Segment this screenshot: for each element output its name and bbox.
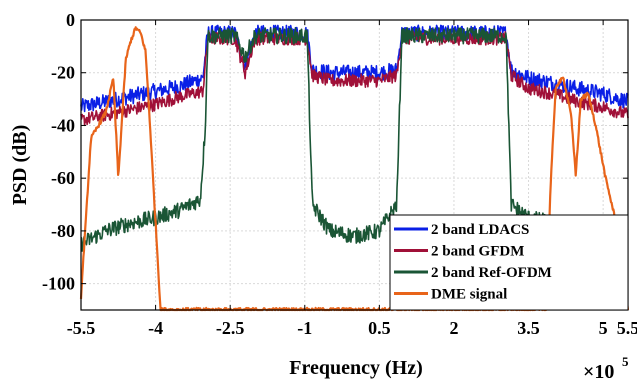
x-multiplier-exponent: 5 (622, 354, 629, 369)
series-line-2-band-ref-ofdm (80, 27, 629, 252)
x-multiplier-base: ×10 (583, 361, 614, 381)
x-tick-label: -1 (297, 318, 312, 338)
y-tick-label: -80 (51, 221, 75, 241)
series-line-2-band-gfdm (80, 31, 629, 127)
x-tick-label: 0.5 (368, 318, 391, 338)
y-tick-label: -20 (51, 63, 75, 83)
legend-entry-label: 2 band GFDM (431, 244, 524, 260)
x-tick-label: -2.5 (216, 318, 245, 338)
legend-box (389, 214, 629, 311)
legend: 2 band LDACS 2 band GFDM 2 band Ref-OFDM DM… (389, 214, 629, 311)
y-tick-label: 0 (66, 10, 75, 30)
legend-entry-label: DME signal (431, 287, 507, 303)
axes-box (80, 19, 629, 311)
x-tick-label: 5 (599, 318, 608, 338)
x-tick-label: 2 (449, 318, 458, 338)
y-tick-label: -40 (51, 115, 75, 135)
y-axis-label: PSD (dB) (9, 125, 31, 206)
y-tick-label: -100 (42, 274, 75, 294)
x-tick-label: 5.5 (617, 318, 637, 338)
legend-entry-label: 2 band LDACS (431, 222, 529, 238)
x-tick-label: 3.5 (517, 318, 540, 338)
x-axis-label: Frequency (Hz) (289, 357, 423, 379)
axis-ticks: -5.5 -4 -2.5 -1 0.5 2 3.5 5 5.5 0 -20 -40 -60 -80 -100 (42, 10, 637, 338)
legend-entry-label: 2 band Ref-OFDM (431, 265, 552, 281)
y-tick-label: -60 (51, 168, 75, 188)
x-tick-label: -5.5 (67, 318, 96, 338)
x-tick-label: -4 (148, 318, 163, 338)
